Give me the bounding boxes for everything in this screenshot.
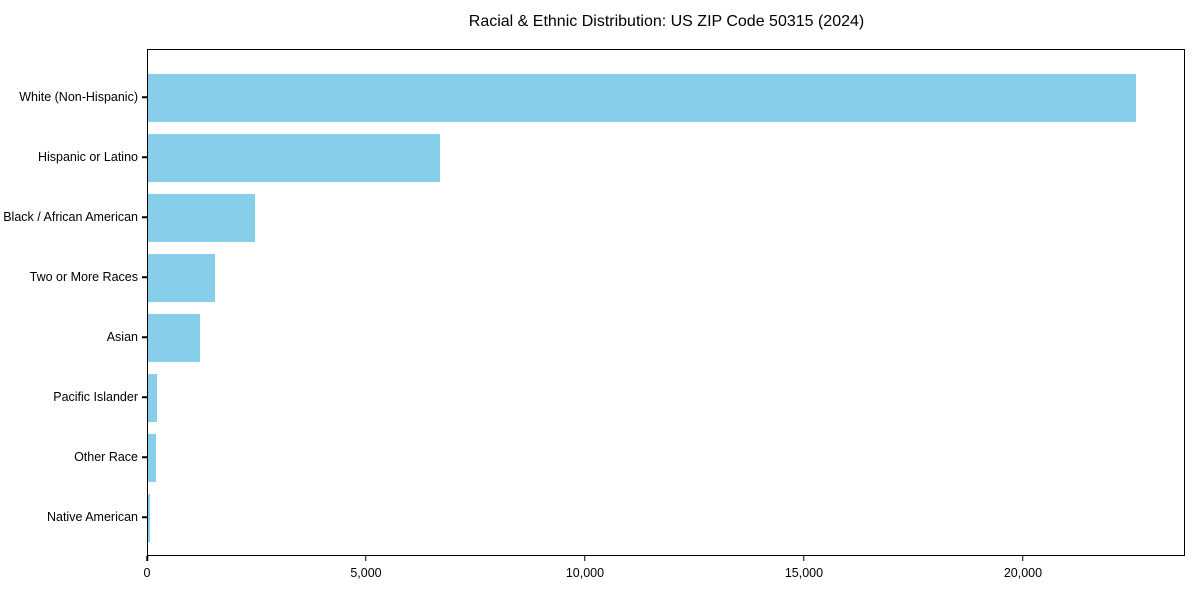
x-axis-tick	[803, 555, 805, 561]
chart-bar-white-non-hispanic	[148, 74, 1136, 122]
y-axis-label: Asian	[106, 330, 138, 344]
y-axis-tick	[142, 336, 147, 338]
bar-row	[148, 68, 1184, 128]
chart-bar-two-or-more-races	[148, 254, 216, 302]
y-axis-tick	[142, 516, 147, 518]
bar-row	[148, 368, 1184, 428]
y-axis-label: Other Race	[74, 450, 138, 464]
y-axis-label: Two or More Races	[29, 270, 138, 284]
bar-row	[148, 488, 1184, 548]
x-axis-tick	[584, 555, 586, 561]
bar-row	[148, 248, 1184, 308]
x-axis-label: 5,000	[350, 565, 382, 580]
bar-row	[148, 188, 1184, 248]
y-axis-label: Pacific Islander	[53, 390, 138, 404]
x-axis-tick	[1022, 555, 1024, 561]
chart-bar-pacific-islander	[148, 374, 158, 422]
y-axis: White (Non-Hispanic) Hispanic or Latino Bl…	[0, 49, 147, 556]
y-axis-tick	[142, 216, 147, 218]
y-axis-tick	[142, 396, 147, 398]
x-axis-label: 15,000	[784, 565, 824, 580]
x-axis: 0 5,000 10,000 15,000 20,000	[143, 555, 1185, 596]
y-axis-label: White (Non-Hispanic)	[19, 90, 138, 104]
chart-bar-hispanic-or-latino	[148, 134, 441, 182]
chart-bar-asian	[148, 314, 201, 362]
x-axis-label: 10,000	[565, 565, 605, 580]
x-axis-tick	[146, 555, 148, 561]
y-axis-label: Hispanic or Latino	[37, 150, 138, 164]
y-axis-tick	[142, 156, 147, 158]
chart-bar-native-american	[148, 494, 150, 542]
x-axis-label: 20,000	[1003, 565, 1043, 580]
x-axis-label: 0	[143, 565, 151, 580]
plot-rows	[148, 50, 1184, 555]
bar-row	[148, 128, 1184, 188]
y-axis-label: Black / African American	[3, 210, 138, 224]
bar-row	[148, 308, 1184, 368]
plot-area	[147, 49, 1185, 556]
y-axis-tick	[142, 456, 147, 458]
chart-bar-other-race	[148, 434, 157, 482]
chart-bar-black-african-american	[148, 194, 256, 242]
y-axis-tick	[142, 96, 147, 98]
x-axis-tick	[365, 555, 367, 561]
chart-title: Racial & Ethnic Distribution: US ZIP Cod…	[468, 13, 865, 30]
bar-row	[148, 428, 1184, 488]
y-axis-label: Native American	[46, 510, 138, 524]
y-axis-tick	[142, 276, 147, 278]
